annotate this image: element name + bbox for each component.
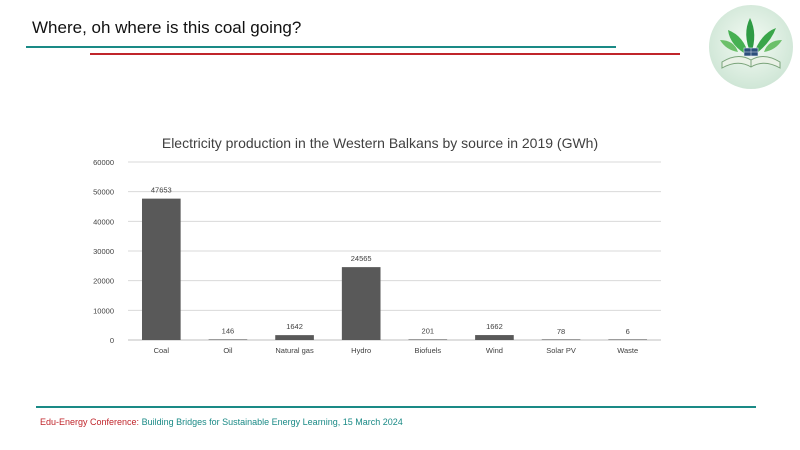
bar-natural-gas (275, 335, 314, 340)
category-label: Solar PV (546, 346, 576, 355)
y-tick-label: 20000 (93, 277, 114, 286)
bar-solar-pv (541, 339, 581, 340)
category-label: Hydro (351, 346, 371, 355)
category-label: Oil (223, 346, 233, 355)
y-tick-label: 60000 (93, 158, 114, 167)
y-tick-label: 40000 (93, 217, 114, 226)
green-book-leaves-logo-icon (708, 4, 794, 90)
y-tick-label: 30000 (93, 247, 114, 256)
slide-title: Where, oh where is this coal going? (32, 18, 302, 37)
y-axis-ticks: 0 10000 20000 30000 40000 50000 60000 (93, 158, 114, 345)
data-label: 201 (422, 326, 435, 335)
bar-waste (608, 339, 648, 340)
chart-title: Electricity production in the Western Ba… (162, 135, 598, 151)
title-underline-red (90, 53, 680, 55)
category-label: Biofuels (414, 346, 441, 355)
data-labels: 47653 146 1642 24565 201 1662 78 6 (151, 186, 630, 336)
x-axis-categories: Coal Oil Natural gas Hydro Biofuels Wind Solar… (154, 346, 639, 355)
category-label: Waste (617, 346, 638, 355)
footer-conference: Edu-Energy Conference: (40, 417, 140, 427)
gridlines (128, 161, 661, 341)
data-label: 1662 (486, 322, 503, 331)
y-tick-label: 10000 (93, 306, 114, 315)
bar-biofuels (408, 339, 448, 340)
title-underline-teal (26, 46, 616, 48)
bar-oil (208, 339, 248, 340)
data-label: 47653 (151, 186, 172, 195)
category-label: Coal (154, 346, 170, 355)
data-label: 24565 (351, 254, 372, 263)
data-label: 146 (222, 327, 235, 336)
footer-subtitle: Building Bridges for Sustainable Energy … (141, 417, 403, 427)
bar-hydro (341, 267, 381, 340)
category-label: Natural gas (275, 346, 314, 355)
bar-wind (475, 335, 514, 340)
data-label: 6 (626, 327, 630, 336)
y-tick-label: 0 (110, 336, 114, 345)
data-label: 1642 (286, 322, 303, 331)
bars (141, 198, 648, 340)
category-label: Wind (486, 346, 503, 355)
bar-coal (141, 198, 181, 340)
footer: Edu-Energy Conference: Building Bridges … (40, 417, 403, 427)
footer-rule (36, 406, 756, 408)
y-tick-label: 50000 (93, 188, 114, 197)
data-label: 78 (557, 327, 565, 336)
